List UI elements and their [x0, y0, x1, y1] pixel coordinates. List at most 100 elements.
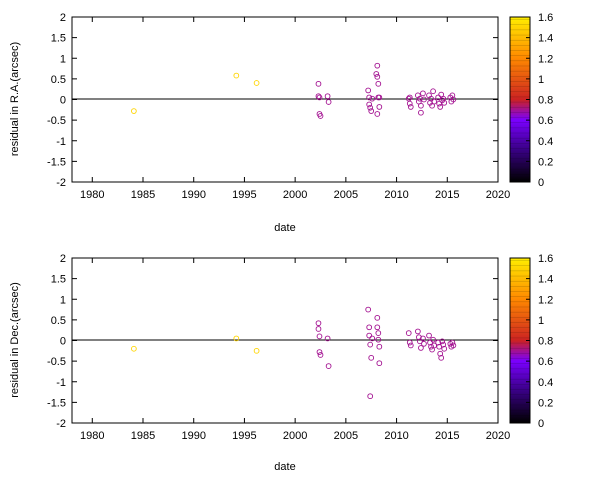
ra-residual-panel: 1980 1985 1990 1995 2000 2005 2010 2015 2020 -2-…	[9, 12, 553, 234]
data-point	[317, 352, 324, 358]
data-point	[315, 80, 322, 87]
ra-colorbar: 0 0.2 0.4 0.6 0.8 1 1.2 1.4 1.6	[509, 12, 553, 189]
data-point	[325, 99, 332, 105]
y-tick-label: 1	[60, 53, 66, 65]
x-tick-label: 1995	[232, 189, 256, 201]
data-point	[417, 338, 423, 345]
data-point	[421, 340, 427, 347]
x-tick-label: 1990	[181, 189, 205, 201]
colorbar-tick-label: 0.4	[538, 377, 553, 389]
data-point	[317, 113, 324, 119]
data-point	[374, 62, 381, 69]
data-point	[131, 108, 137, 114]
data-point	[418, 109, 424, 116]
data-point	[325, 363, 332, 369]
dec-residual-panel: 1980 1985 1990 1995 2000 2005 2010 2015 2020 -2-…	[9, 253, 553, 473]
y-tick-label: 1.5	[51, 33, 66, 45]
colorbar-tick-label: 0.8	[538, 95, 553, 107]
data-point	[431, 98, 437, 105]
x-tick-label: 1985	[131, 430, 155, 442]
data-point	[365, 87, 372, 94]
data-point	[418, 345, 424, 351]
data-point	[421, 96, 427, 103]
data-point	[376, 104, 383, 110]
y-tick-label: -2	[56, 177, 66, 189]
data-point	[316, 333, 323, 340]
data-point	[367, 341, 374, 348]
data-point	[367, 104, 374, 111]
data-point	[406, 100, 413, 107]
x-tick-label: 2020	[486, 430, 510, 442]
colorbar-tick-label: 0.4	[538, 136, 553, 148]
data-point	[428, 95, 434, 102]
data-point	[366, 324, 373, 331]
x-tick-label: 2010	[384, 189, 408, 201]
x-tick-label: 2015	[435, 189, 459, 201]
y-tick-label: 0.5	[51, 74, 66, 86]
data-point	[369, 335, 376, 342]
ra-y-ticks: -2 -1.5 -1 -0.5 0 0.5 1 1.5 2	[47, 12, 498, 189]
y-tick-label: 1.5	[51, 274, 66, 286]
dec-colorbar: 0 0.2 0.4 0.6 0.8 1 1.2 1.4 1.6	[509, 253, 553, 430]
data-point	[367, 393, 374, 400]
dec-colorbar-ticks: 0 0.2 0.4 0.6 0.8 1 1.2 1.4 1.6	[510, 253, 553, 430]
data-point	[375, 80, 382, 87]
x-tick-label: 2015	[435, 430, 459, 442]
data-point	[440, 95, 447, 102]
data-point	[450, 342, 457, 349]
data-point	[376, 343, 383, 350]
dec-y-axis-label: residual in Dec.(arcsec)	[9, 282, 21, 398]
colorbar-tick-label: 0	[538, 177, 544, 189]
y-tick-label: 0	[60, 336, 66, 348]
data-point	[316, 94, 323, 101]
data-point	[440, 341, 447, 348]
data-point	[435, 94, 442, 101]
data-point	[375, 336, 382, 343]
data-point	[406, 339, 413, 346]
data-point	[324, 335, 331, 342]
y-tick-label: 2	[60, 253, 66, 265]
data-point	[316, 349, 323, 355]
colorbar-tick-label: 1.4	[538, 33, 553, 45]
data-point	[407, 342, 414, 349]
x-tick-label: 1980	[80, 430, 104, 442]
y-tick-label: -0.5	[47, 115, 66, 127]
data-point	[374, 111, 381, 117]
data-point	[415, 328, 421, 335]
data-point	[427, 339, 433, 346]
data-point	[366, 332, 373, 339]
data-point	[417, 95, 423, 102]
y-tick-label: 0.5	[51, 315, 66, 327]
data-point	[315, 320, 322, 327]
x-tick-label: 2020	[486, 189, 510, 201]
data-point	[449, 339, 456, 346]
data-point	[418, 102, 424, 109]
data-point	[369, 95, 376, 102]
dec-x-axis-label: date	[274, 461, 295, 473]
data-point	[430, 336, 436, 343]
colorbar-tick-label: 0.2	[538, 397, 553, 409]
data-point	[253, 80, 260, 86]
ra-colorbar-ticks: 0 0.2 0.4 0.6 0.8 1 1.2 1.4 1.6	[510, 12, 553, 189]
data-point	[376, 94, 383, 101]
colorbar-tick-label: 0.6	[538, 115, 553, 127]
y-tick-label: 1	[60, 294, 66, 306]
data-point	[253, 347, 260, 354]
ra-points	[131, 62, 457, 119]
data-point	[375, 330, 382, 336]
data-point	[449, 92, 456, 99]
data-point	[437, 104, 444, 110]
colorbar-tick-label: 0	[538, 418, 544, 430]
data-point	[428, 343, 434, 350]
data-point	[431, 342, 437, 349]
data-point	[406, 94, 413, 101]
data-point	[439, 338, 446, 345]
x-tick-label: 2000	[283, 189, 307, 201]
data-point	[438, 354, 445, 361]
colorbar-tick-label: 0.8	[538, 336, 553, 348]
y-tick-label: -1.5	[47, 397, 66, 409]
colorbar-tick-label: 1	[538, 74, 544, 86]
dec-y-ticks: -2 -1.5 -1 -0.5 0 0.5 1 1.5 2	[47, 253, 498, 430]
data-point	[374, 324, 381, 331]
colorbar-tick-label: 1.4	[538, 274, 553, 286]
